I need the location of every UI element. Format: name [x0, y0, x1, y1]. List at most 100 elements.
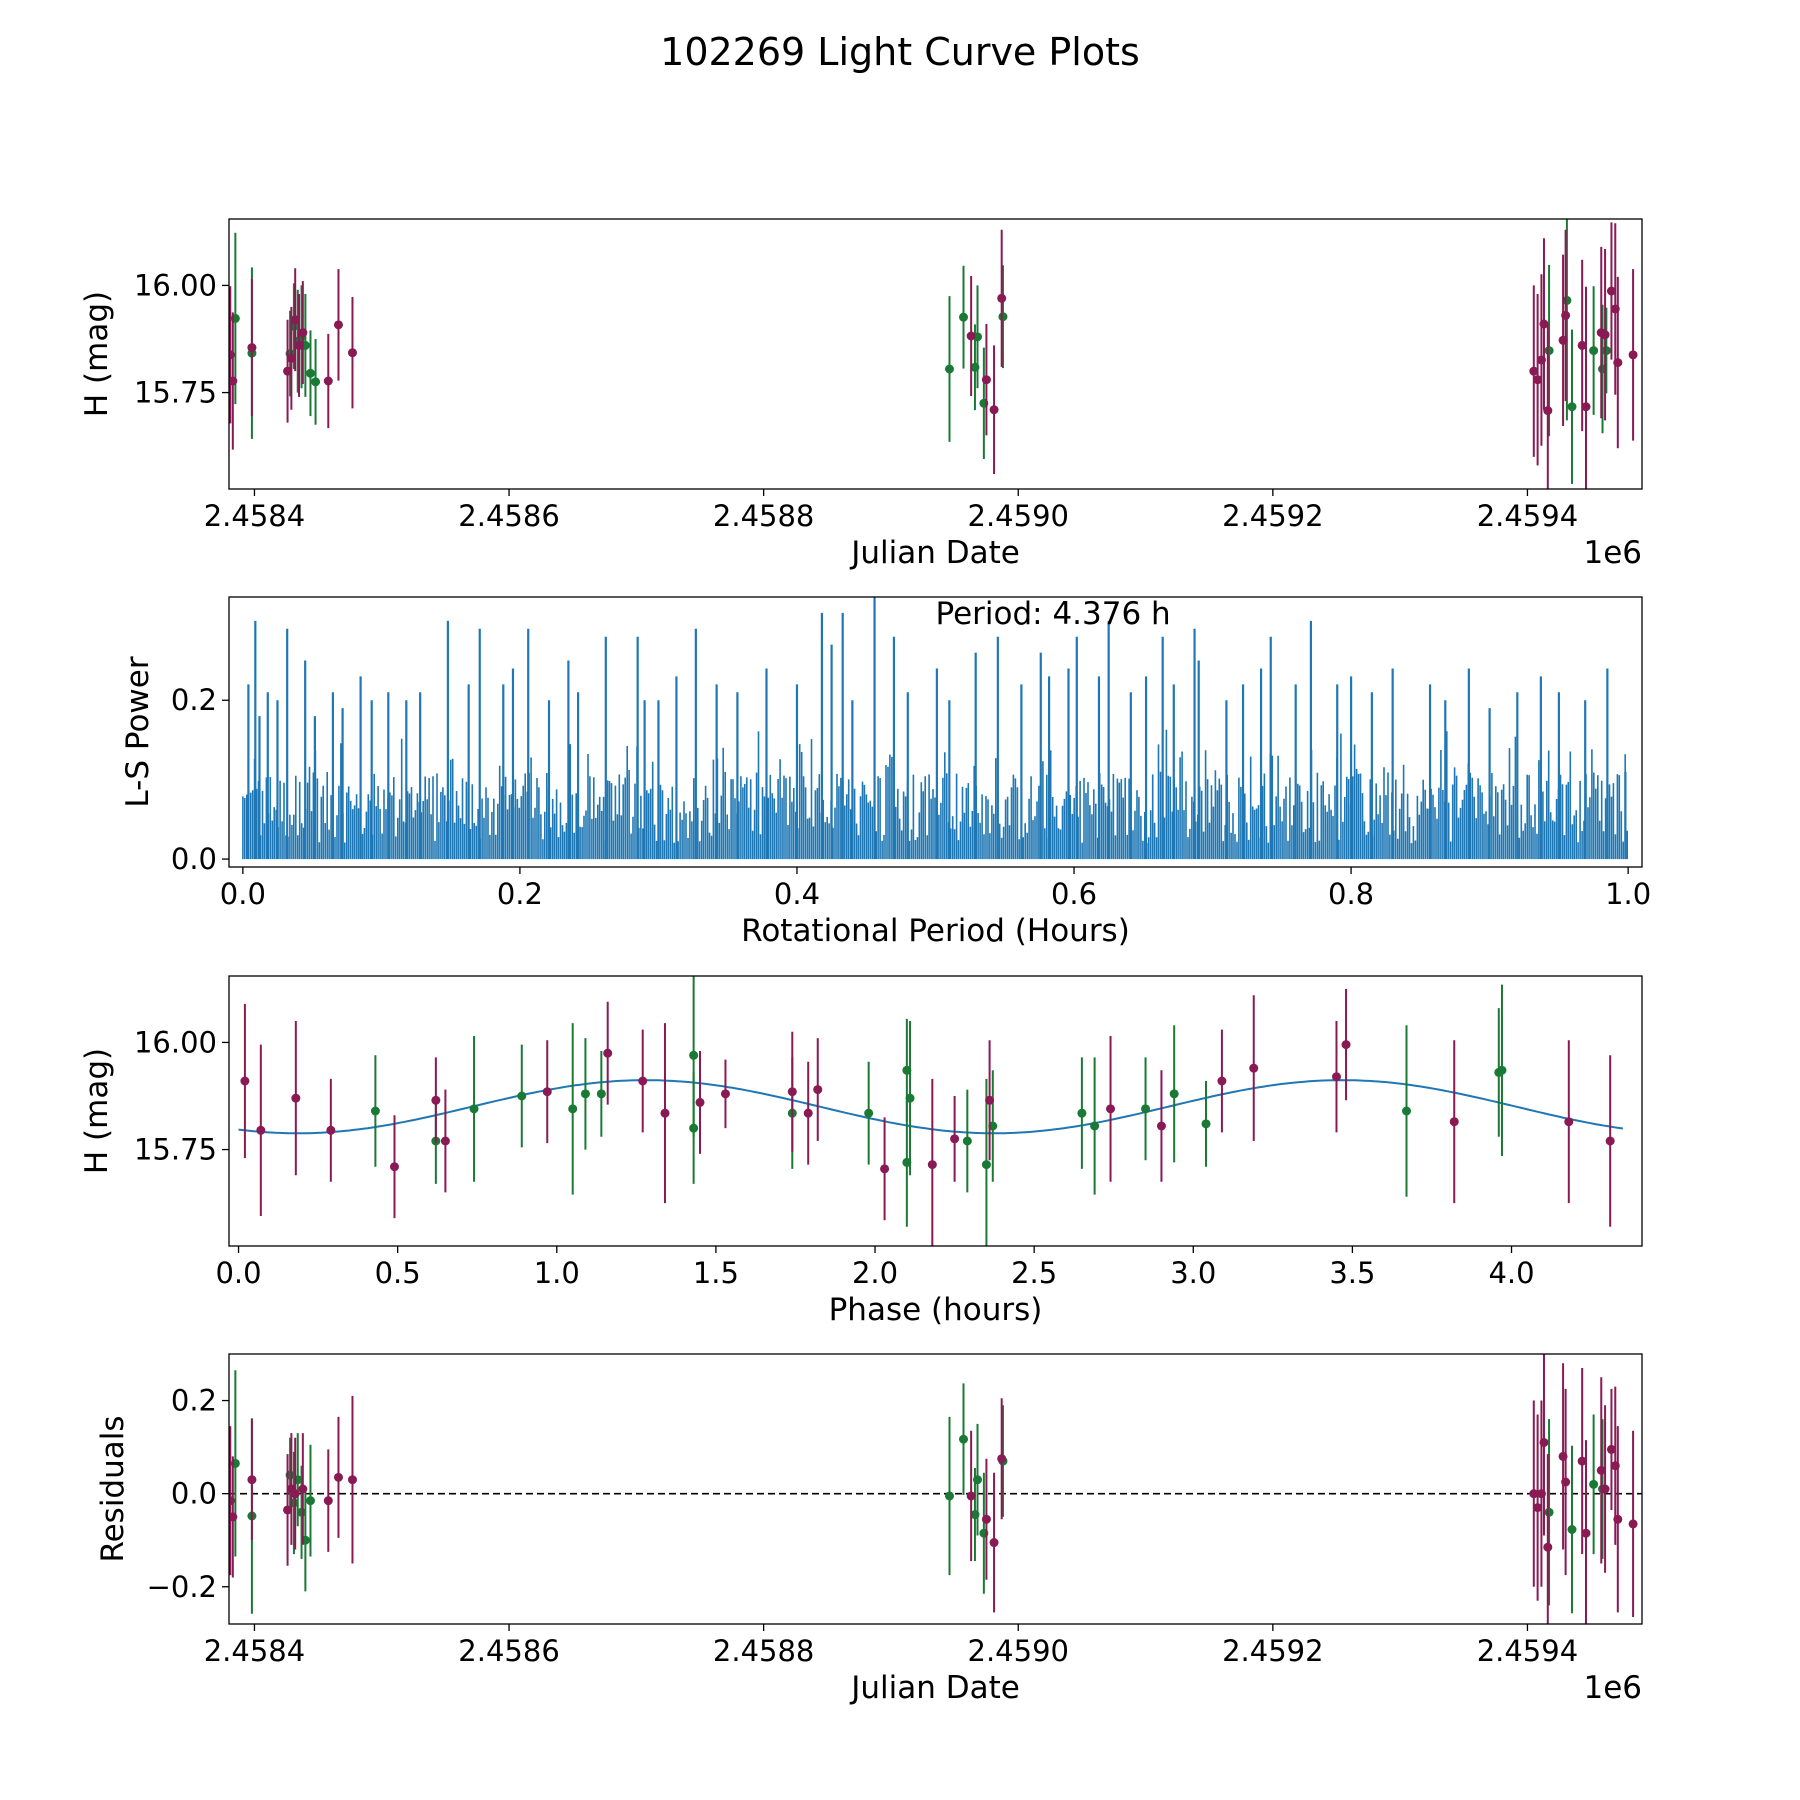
axes-frame: [228, 218, 1643, 490]
x-offset-label: 1e6: [1583, 535, 1642, 571]
data-point-r: [431, 1095, 441, 1105]
data-point-g: [959, 1434, 969, 1444]
data-point-r: [333, 1472, 343, 1482]
data-point-r: [1600, 1484, 1610, 1494]
x-tick-label: 0.4: [774, 877, 820, 911]
data-point-r: [927, 1160, 937, 1170]
plot-area: [238, 976, 1624, 1246]
x-tick-label: 2.4584: [204, 1634, 305, 1668]
data-point-r: [1577, 1456, 1587, 1466]
data-point-r: [1581, 1528, 1591, 1538]
data-point-g: [1544, 346, 1554, 356]
data-point-g: [305, 1496, 315, 1506]
data-point-r: [720, 1089, 730, 1099]
data-point-r: [1543, 406, 1553, 416]
x-tick-label: 1.0: [534, 1256, 580, 1290]
data-point-r: [1533, 1503, 1543, 1513]
data-point-g: [1090, 1121, 1100, 1131]
model-curve: [238, 1079, 1624, 1135]
y-tick-label: 0.0: [171, 1477, 217, 1511]
data-point-r: [323, 376, 333, 386]
data-point-r: [298, 328, 308, 338]
data-point-r: [787, 1087, 797, 1097]
data-point-r: [638, 1076, 648, 1086]
data-point-g: [981, 1160, 991, 1170]
data-point-r: [283, 1505, 293, 1515]
data-point-g: [1402, 1106, 1411, 1116]
data-point-r: [347, 1475, 357, 1485]
data-point-r: [1331, 1072, 1341, 1082]
data-point-g: [959, 312, 969, 322]
data-point-r: [294, 340, 304, 350]
data-point-g: [1589, 1479, 1599, 1489]
data-point-g: [1141, 1104, 1151, 1114]
data-point-g: [945, 364, 955, 374]
data-point-g: [517, 1091, 527, 1101]
data-point-r: [1449, 1117, 1459, 1127]
data-point-r: [603, 1048, 613, 1058]
data-point-r: [660, 1108, 670, 1118]
x-tick-label: 2.4588: [713, 1634, 814, 1668]
x-tick-label: 2.4590: [968, 499, 1069, 533]
data-point-r: [1577, 340, 1587, 350]
data-point-g: [998, 312, 1008, 322]
data-point-g: [580, 1089, 590, 1099]
data-point-g: [1567, 1525, 1577, 1534]
data-point-r: [290, 1489, 300, 1499]
data-point-r: [326, 1125, 336, 1135]
data-point-r: [1564, 1117, 1574, 1127]
data-point-r: [240, 1076, 250, 1086]
data-point-g: [1601, 346, 1611, 356]
data-point-g: [973, 1475, 983, 1485]
y-tick-label: 16.00: [134, 268, 217, 302]
data-point-r: [981, 375, 991, 385]
data-point-r: [1539, 319, 1549, 329]
x-tick-label: 2.4588: [713, 499, 814, 533]
data-point-r: [290, 315, 300, 325]
data-point-g: [469, 1104, 479, 1114]
data-point-r: [880, 1164, 890, 1174]
x-tick-label: 0.8: [1328, 877, 1374, 911]
data-point-r: [333, 320, 343, 330]
y-tick-label: 0.2: [171, 683, 217, 717]
data-point-g: [305, 368, 315, 378]
data-point-g: [311, 377, 321, 387]
data-point-r: [298, 1484, 308, 1494]
data-point-r: [283, 366, 293, 376]
data-point-r: [247, 343, 257, 353]
x-tick-label: 0.2: [497, 877, 543, 911]
x-tick-label: 2.4584: [204, 499, 305, 533]
y-tick-label: 15.75: [134, 376, 217, 410]
x-tick-label: 0.0: [215, 1256, 261, 1290]
axes-frame: [228, 1353, 1643, 1625]
data-point-g: [864, 1108, 874, 1118]
x-tick-label: 0.0: [220, 877, 266, 911]
data-point-g: [962, 1136, 972, 1146]
data-point-r: [256, 1125, 266, 1135]
plot-area: [242, 597, 1628, 860]
x-axis-label: Rotational Period (Hours): [741, 913, 1130, 949]
data-point-r: [1613, 1514, 1623, 1524]
x-tick-label: 2.0: [852, 1256, 898, 1290]
data-point-g: [905, 1093, 915, 1103]
x-tick-label: 0.6: [1051, 877, 1097, 911]
panel-phased: 0.0 0.5 1.0 1.5 2.0 2.5 3.0 3.5 4.0 15.75 16.00 Pha…: [79, 975, 1643, 1328]
data-point-g: [370, 1106, 380, 1116]
data-point-r: [1628, 350, 1638, 360]
data-point-g: [1169, 1089, 1179, 1099]
periodogram-body: [242, 729, 1628, 860]
y-tick-label: −0.2: [147, 1570, 217, 1604]
data-point-g: [1589, 346, 1599, 356]
data-point-r: [1543, 1542, 1553, 1552]
y-tick-label: 0.0: [171, 842, 217, 876]
data-point-r: [229, 376, 238, 386]
data-point-g: [689, 1050, 699, 1060]
panel-periodogram: 0.0 0.2 0.4 0.6 0.8 1.0 0.0 0.2 Rotational Perio…: [120, 596, 1651, 949]
x-tick-label: 3.0: [1170, 1256, 1216, 1290]
y-axis-label: H (mag): [79, 1048, 115, 1174]
data-point-g: [1201, 1119, 1211, 1129]
data-point-r: [1606, 1444, 1616, 1454]
data-point-r: [1529, 366, 1539, 376]
y-axis-label: H (mag): [79, 291, 115, 417]
